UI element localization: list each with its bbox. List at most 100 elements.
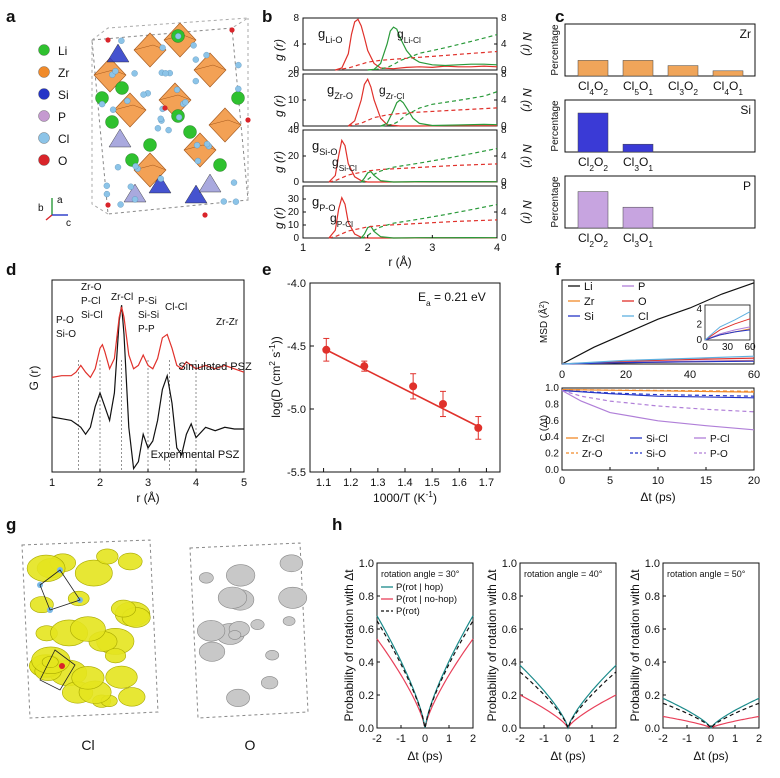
bar-category-label: Cl2O2 — [578, 231, 608, 249]
legend-label-zr-o: Zr-O — [582, 449, 603, 460]
x-tick-label: -1 — [539, 733, 549, 745]
legend-label-p-cl: P-Cl — [710, 434, 729, 445]
x-tick-label: 3 — [429, 242, 435, 254]
x-tick-label: 5 — [607, 475, 613, 487]
right-tick-label: 8 — [501, 125, 507, 136]
bar-category-label: Cl5O1 — [623, 79, 653, 97]
cl-atom — [175, 114, 183, 121]
y-tick-label: 0.2 — [545, 449, 559, 460]
x-tick-label: 2 — [97, 477, 103, 489]
legend-label-si: Si — [58, 88, 69, 102]
o-density-blob — [198, 641, 226, 662]
right-axis-label: N (r) — [520, 88, 534, 112]
y-tick-label: 0.0 — [545, 465, 559, 476]
legend-label-o: O — [638, 296, 647, 308]
x-tick-label: 1 — [49, 477, 55, 489]
p-rot-hop-line — [662, 697, 760, 729]
y-tick-label: 8 — [293, 13, 299, 24]
y-axis-label: Percentage — [550, 100, 561, 152]
o-density-blob — [217, 586, 248, 609]
zr-octahedron — [113, 92, 147, 128]
y-tick-label: 1.0 — [645, 558, 660, 570]
x-axis-label: 1000/T (K-1) — [373, 489, 437, 505]
x-tick-label: 20 — [620, 369, 632, 381]
arrhenius-fit-line — [323, 347, 482, 429]
right-tick-label: 0 — [501, 233, 507, 244]
rotation-angle-label: rotation angle = 40° — [524, 569, 603, 579]
cl-atom — [109, 106, 117, 113]
cl-atom — [175, 33, 182, 40]
y-tick-label: 20 — [288, 207, 300, 218]
tetrahedron — [184, 184, 208, 204]
x-tick-label: 60 — [748, 369, 760, 381]
rdf-line-li-cl — [367, 26, 498, 71]
inset-y-tick-label: 4 — [696, 304, 702, 315]
panel-e-arrhenius-plot: -4.0 -4.5 -5.0 -5.5 1.1 1.2 1.3 1.4 1.5 1.6 1.7 Ea … — [267, 278, 501, 505]
cl-density-blob — [105, 665, 138, 689]
activation-energy-label: Ea = 0.21 eV — [418, 290, 486, 308]
bar — [622, 206, 654, 229]
inset-x-tick-label: 60 — [744, 342, 756, 353]
o-density-blob — [265, 649, 280, 661]
x-tick-label: 2 — [756, 733, 762, 745]
msd-line-li — [561, 282, 755, 365]
y-axis-label: g (r) — [272, 39, 286, 61]
cl-atom — [165, 126, 172, 134]
cl-density-blob — [71, 666, 105, 690]
y-tick-label: 4 — [293, 39, 299, 50]
legend-label-zr: Zr — [584, 296, 595, 308]
legend-label-p: P — [638, 281, 645, 293]
series-label-p-cl: gP-Cl — [330, 211, 353, 229]
y-tick-label: 20 — [288, 151, 300, 162]
coordination-line-li-o — [335, 50, 498, 71]
legend-swatch-o — [38, 154, 50, 166]
peak-annotation: P-P — [138, 324, 155, 335]
zr-octahedron — [208, 107, 242, 143]
li-atom — [213, 158, 227, 172]
cl-density-blob — [111, 599, 137, 618]
y-tick-label: 1.0 — [502, 558, 517, 570]
cl-atom — [193, 142, 201, 149]
x-tick-label: 2 — [470, 733, 476, 745]
li-atom — [231, 91, 245, 105]
rdf-line-p-o — [328, 196, 498, 239]
x-tick-label: 2 — [613, 733, 619, 745]
legend-swatch-cl — [38, 132, 50, 144]
y-tick-label: 20 — [288, 69, 300, 80]
legend-swatch-li — [38, 44, 50, 56]
y-tick-label: 0 — [293, 121, 299, 132]
o-density-blob — [197, 620, 226, 642]
x-tick-label: 1.5 — [424, 477, 439, 489]
x-tick-label: -1 — [682, 733, 692, 745]
axis-label-a: a — [57, 195, 63, 206]
msd-frame — [561, 279, 755, 365]
coordination-line-si-o — [328, 163, 498, 183]
bar-subplot-frame — [564, 99, 756, 153]
cl-atom — [190, 42, 197, 49]
cl-atom — [192, 56, 199, 63]
y-tick-label: 0.0 — [359, 723, 374, 735]
y-axis-label: Percentage — [550, 176, 561, 228]
y-tick-label: 0 — [293, 177, 299, 188]
axis-arrow-b — [45, 214, 53, 221]
x-tick-label: 0 — [422, 733, 428, 745]
y-tick-label: 0.4 — [645, 657, 660, 669]
cl-atom — [154, 125, 162, 132]
legend-label-p: P — [58, 110, 66, 124]
y-axis-label: Probability of rotation with Δt — [628, 569, 642, 722]
panel-d-pdf-plot: Simulated PSZ Experimental PSZ P-O Si-O Zr-O… — [27, 279, 252, 505]
y-tick-label: 0.0 — [645, 723, 660, 735]
legend-label-li: Li — [58, 44, 67, 58]
x-tick-label: 20 — [748, 475, 760, 487]
rdf-line-si-cl — [360, 170, 498, 183]
o-atom — [245, 117, 251, 123]
bar-category-label: Cl4O2 — [578, 79, 608, 97]
x-tick-label: 10 — [652, 475, 664, 487]
o-density-blob — [279, 554, 304, 573]
cl-density-blob — [96, 548, 119, 565]
cluster-outline — [39, 649, 76, 691]
y-tick-label: 0.8 — [502, 591, 517, 603]
